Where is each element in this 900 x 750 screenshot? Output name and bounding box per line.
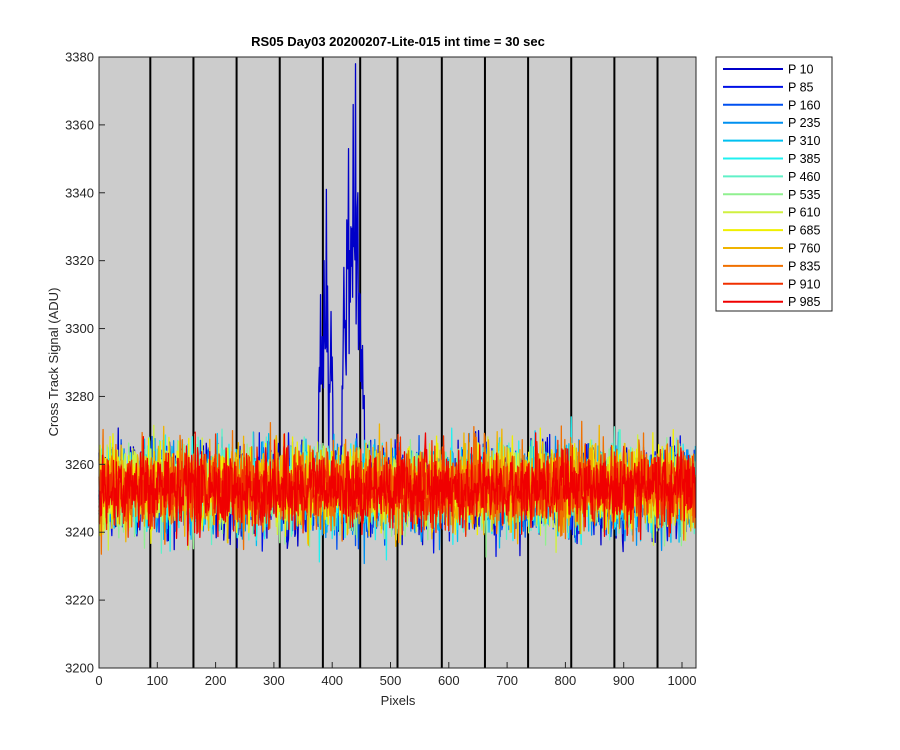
x-axis-label: Pixels [381, 693, 416, 708]
legend-label: P 385 [788, 152, 820, 166]
series-line-p-985 [98, 431, 697, 546]
legend-label: P 985 [788, 295, 820, 309]
y-tick-label: 3320 [65, 253, 94, 268]
legend-box [715, 56, 833, 312]
legend-label: P 310 [788, 134, 820, 148]
y-tick-label: 3360 [65, 117, 94, 132]
legend: P 10 P 85 P 160 P 235 P 310 P 385 P 460 P 535 P … [715, 56, 833, 312]
legend-label: P 835 [788, 259, 820, 273]
y-tick-label: 3260 [65, 457, 94, 472]
legend-label: P 10 [788, 63, 814, 77]
x-tick-label: 400 [321, 673, 343, 688]
plot-frame [98, 56, 697, 669]
y-axis-label: Cross Track Signal (ADU) [46, 288, 61, 437]
y-tick-label: 3340 [65, 185, 94, 200]
legend-label: P 610 [788, 206, 820, 220]
legend-label: P 685 [788, 224, 820, 238]
x-tick-label: 100 [146, 673, 168, 688]
x-tick-label: 800 [555, 673, 577, 688]
x-tick-label: 500 [380, 673, 402, 688]
series-lines [98, 63, 697, 565]
y-tick-label: 3220 [65, 593, 94, 608]
legend-label: P 160 [788, 98, 820, 112]
x-tick-label: 700 [496, 673, 518, 688]
y-axis: 3200 3220 3240 3260 3280 3300 3320 3340 3360 3380 [65, 50, 105, 676]
y-tick-label: 3280 [65, 389, 94, 404]
vertical-markers [149, 57, 659, 668]
legend-label: P 235 [788, 116, 820, 130]
x-tick-label: 900 [613, 673, 635, 688]
legend-label: P 85 [788, 80, 814, 94]
y-tick-label: 3200 [65, 661, 94, 676]
x-tick-label: 600 [438, 673, 460, 688]
x-tick-label: 0 [95, 673, 102, 688]
x-tick-label: 1000 [668, 673, 697, 688]
legend-label: P 535 [788, 188, 820, 202]
legend-label: P 760 [788, 242, 820, 256]
legend-label: P 460 [788, 170, 820, 184]
y-tick-label: 3300 [65, 321, 94, 336]
chart-title: RS05 Day03 20200207-Lite-015 int time = … [251, 34, 545, 49]
x-axis: 0 100 200 300 400 500 600 700 800 900 1000 [95, 662, 696, 688]
x-tick-label: 300 [263, 673, 285, 688]
legend-label: P 910 [788, 277, 820, 291]
x-tick-label: 200 [205, 673, 227, 688]
y-tick-label: 3240 [65, 525, 94, 540]
y-tick-label: 3380 [65, 50, 94, 65]
